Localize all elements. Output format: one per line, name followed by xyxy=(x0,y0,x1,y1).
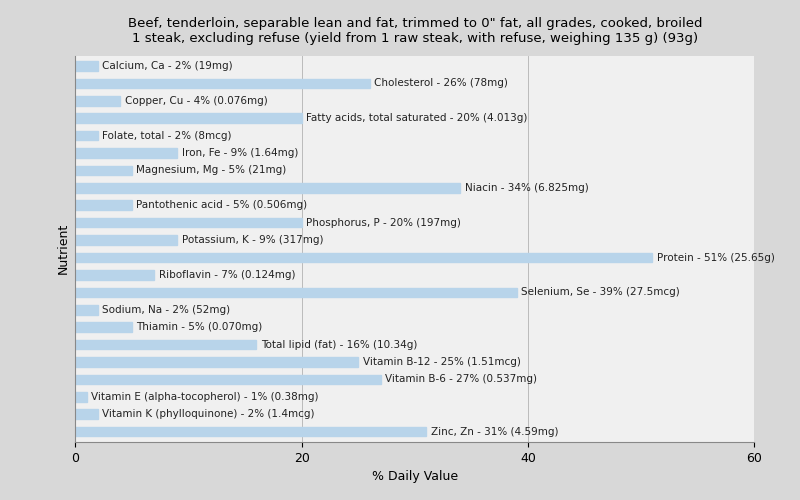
Bar xyxy=(75,322,132,332)
Bar xyxy=(75,166,132,175)
Bar xyxy=(75,200,132,210)
Bar xyxy=(75,183,460,192)
Text: Magnesium, Mg - 5% (21mg): Magnesium, Mg - 5% (21mg) xyxy=(136,166,286,175)
Bar xyxy=(75,392,86,402)
Y-axis label: Nutrient: Nutrient xyxy=(57,223,70,274)
Text: Protein - 51% (25.65g): Protein - 51% (25.65g) xyxy=(657,252,775,262)
Bar xyxy=(75,340,256,349)
Bar xyxy=(75,148,177,158)
Bar xyxy=(75,374,381,384)
Bar xyxy=(75,236,177,245)
Bar xyxy=(75,252,653,262)
Text: Fatty acids, total saturated - 20% (4.013g): Fatty acids, total saturated - 20% (4.01… xyxy=(306,113,527,123)
Bar xyxy=(75,427,426,436)
Bar xyxy=(75,288,517,297)
Text: Zinc, Zn - 31% (4.59mg): Zinc, Zn - 31% (4.59mg) xyxy=(430,426,558,436)
X-axis label: % Daily Value: % Daily Value xyxy=(372,470,458,484)
Bar xyxy=(75,78,370,88)
Text: Vitamin B-12 - 25% (1.51mcg): Vitamin B-12 - 25% (1.51mcg) xyxy=(362,357,521,367)
Bar xyxy=(75,114,302,123)
Text: Vitamin E (alpha-tocopherol) - 1% (0.38mg): Vitamin E (alpha-tocopherol) - 1% (0.38m… xyxy=(91,392,318,402)
Text: Folate, total - 2% (8mcg): Folate, total - 2% (8mcg) xyxy=(102,130,232,140)
Text: Potassium, K - 9% (317mg): Potassium, K - 9% (317mg) xyxy=(182,235,323,245)
Title: Beef, tenderloin, separable lean and fat, trimmed to 0" fat, all grades, cooked,: Beef, tenderloin, separable lean and fat… xyxy=(127,16,702,44)
Bar xyxy=(75,61,98,71)
Text: Iron, Fe - 9% (1.64mg): Iron, Fe - 9% (1.64mg) xyxy=(182,148,298,158)
Text: Total lipid (fat) - 16% (10.34g): Total lipid (fat) - 16% (10.34g) xyxy=(261,340,418,349)
Text: Vitamin K (phylloquinone) - 2% (1.4mcg): Vitamin K (phylloquinone) - 2% (1.4mcg) xyxy=(102,409,315,419)
Text: Thiamin - 5% (0.070mg): Thiamin - 5% (0.070mg) xyxy=(136,322,262,332)
Text: Niacin - 34% (6.825mg): Niacin - 34% (6.825mg) xyxy=(465,183,588,193)
Bar xyxy=(75,270,154,280)
Text: Calcium, Ca - 2% (19mg): Calcium, Ca - 2% (19mg) xyxy=(102,61,233,71)
Bar xyxy=(75,357,358,367)
Text: Cholesterol - 26% (78mg): Cholesterol - 26% (78mg) xyxy=(374,78,508,88)
Text: Pantothenic acid - 5% (0.506mg): Pantothenic acid - 5% (0.506mg) xyxy=(136,200,307,210)
Bar xyxy=(75,131,98,140)
Bar xyxy=(75,96,121,106)
Bar xyxy=(75,410,98,419)
Bar xyxy=(75,305,98,314)
Text: Selenium, Se - 39% (27.5mcg): Selenium, Se - 39% (27.5mcg) xyxy=(521,288,680,298)
Text: Copper, Cu - 4% (0.076mg): Copper, Cu - 4% (0.076mg) xyxy=(125,96,268,106)
Bar xyxy=(75,218,302,228)
Text: Sodium, Na - 2% (52mg): Sodium, Na - 2% (52mg) xyxy=(102,304,230,314)
Text: Vitamin B-6 - 27% (0.537mg): Vitamin B-6 - 27% (0.537mg) xyxy=(386,374,538,384)
Text: Phosphorus, P - 20% (197mg): Phosphorus, P - 20% (197mg) xyxy=(306,218,461,228)
Text: Riboflavin - 7% (0.124mg): Riboflavin - 7% (0.124mg) xyxy=(159,270,295,280)
